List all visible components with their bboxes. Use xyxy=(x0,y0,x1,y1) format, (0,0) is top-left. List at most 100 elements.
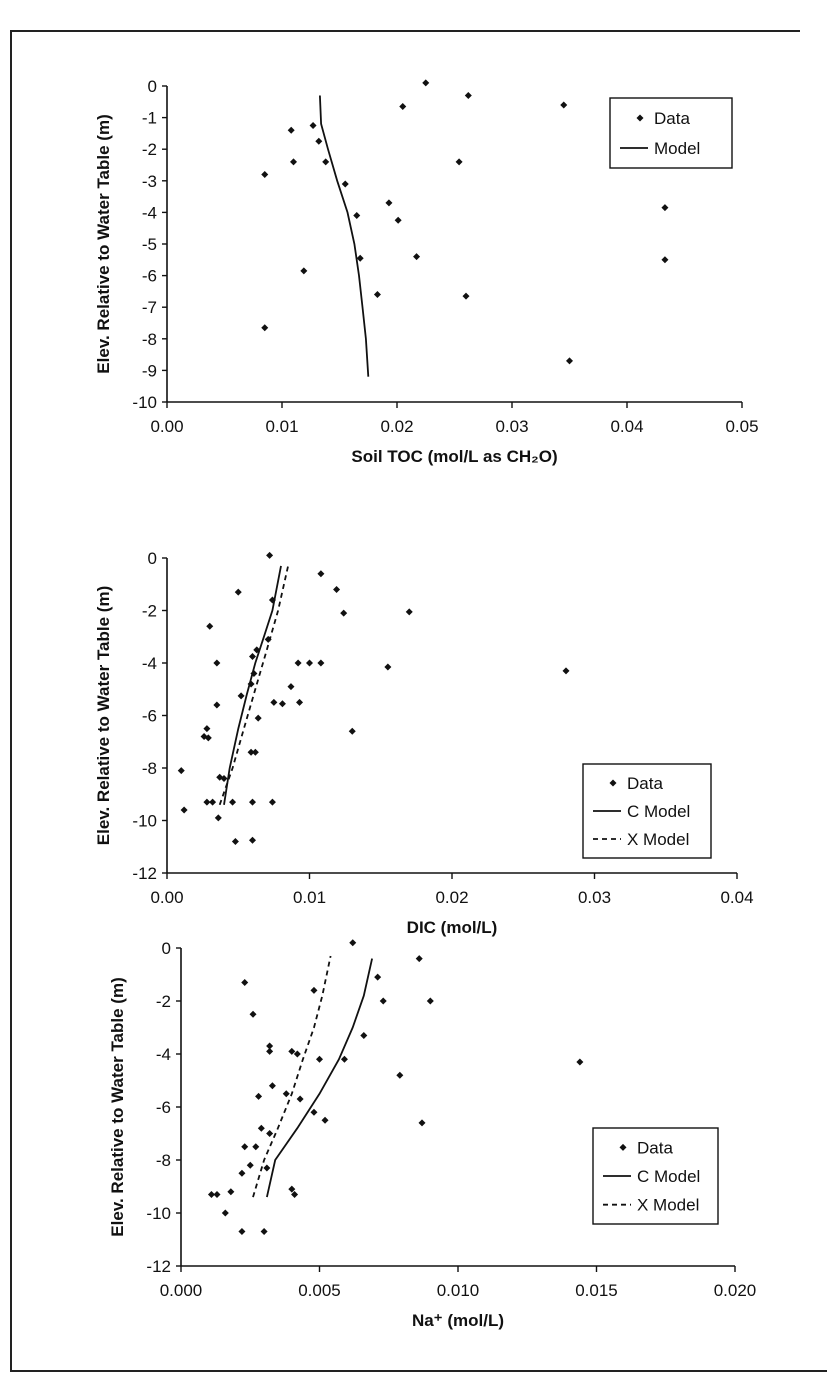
data-point xyxy=(340,1055,348,1063)
data-point xyxy=(206,622,214,630)
data-point xyxy=(464,91,472,99)
data-point xyxy=(270,698,278,706)
data-point xyxy=(290,158,297,166)
y-tick-label: 0 xyxy=(148,549,157,568)
data-point xyxy=(209,798,217,806)
y-axis-label: Elev. Relative to Water Table (m) xyxy=(94,114,113,373)
data-point xyxy=(254,714,262,722)
data-point xyxy=(204,734,212,742)
data-point xyxy=(241,978,249,986)
data-point xyxy=(296,698,304,706)
y-axis-label: Elev. Relative to Water Table (m) xyxy=(94,586,113,845)
data-point xyxy=(238,1228,246,1236)
data-point xyxy=(203,798,211,806)
y-tick-label: -12 xyxy=(146,1257,171,1276)
data-point xyxy=(661,204,669,212)
data-point xyxy=(287,126,295,134)
data-point xyxy=(356,254,364,262)
x-tick-label: 0.05 xyxy=(725,417,758,436)
data-point xyxy=(373,291,381,299)
data-point xyxy=(229,798,237,806)
data-point xyxy=(317,659,325,667)
data-point xyxy=(249,798,256,806)
y-tick-label: -4 xyxy=(142,654,157,673)
y-tick-label: -4 xyxy=(156,1045,171,1064)
legend-label: X Model xyxy=(627,830,689,849)
frame-bottom-border xyxy=(10,1370,827,1372)
data-point xyxy=(300,267,308,275)
data-point xyxy=(317,570,325,578)
legend-label: Data xyxy=(654,109,690,128)
x-model-line xyxy=(252,955,332,1198)
legend-label: Data xyxy=(627,774,663,793)
data-point xyxy=(353,212,361,220)
x-tick-label: 0.04 xyxy=(610,417,643,436)
frame-left-border xyxy=(10,30,12,1370)
x-tick-label: 0.01 xyxy=(265,417,298,436)
data-point xyxy=(385,199,393,207)
data-point xyxy=(249,1010,257,1018)
data-point xyxy=(340,609,348,617)
data-point xyxy=(260,1228,268,1236)
data-point xyxy=(287,683,295,691)
data-point xyxy=(268,798,276,806)
chart-1: 0 -1 -2 -3 -4 -5 -6 -7 -8 -9 -10 0.00 0.01 0.02 0.03 0.… xyxy=(94,77,759,466)
data-point xyxy=(321,1116,329,1124)
legend-marker xyxy=(609,779,617,787)
data-point xyxy=(349,939,357,947)
x-axis-label: Na⁺ (mol/L) xyxy=(412,1311,504,1330)
chart-2: 0 -2 -4 -6 -8 -10 -12 0.00 0.01 0.02 0.03 0.04 DIC (… xyxy=(94,549,754,937)
data-point xyxy=(418,1119,426,1127)
y-tick-label: -10 xyxy=(132,393,157,412)
data-point xyxy=(379,997,387,1005)
x-model-line xyxy=(218,565,289,806)
data-point xyxy=(213,1190,221,1198)
data-point xyxy=(333,586,341,593)
y-tick-label: -10 xyxy=(132,812,157,831)
data-point xyxy=(247,748,255,756)
data-point xyxy=(566,357,573,365)
data-point xyxy=(306,659,313,667)
data-point xyxy=(562,667,570,675)
x-tick-label: 0.005 xyxy=(298,1281,341,1300)
y-tick-label: -8 xyxy=(156,1151,171,1170)
legend-marker xyxy=(619,1143,627,1151)
data-point xyxy=(231,838,239,845)
y-tick-label: -4 xyxy=(142,203,157,222)
data-point xyxy=(266,1047,274,1055)
data-point xyxy=(237,692,245,700)
y-tick-label: 0 xyxy=(148,77,157,96)
model-line xyxy=(319,95,370,377)
data-point xyxy=(266,1042,274,1050)
data-point xyxy=(315,137,323,145)
legend-label: Model xyxy=(654,139,700,158)
y-tick-label: -1 xyxy=(142,109,157,128)
data-point xyxy=(360,1031,368,1039)
y-tick-label: -12 xyxy=(132,864,157,883)
x-tick-label: 0.00 xyxy=(150,417,183,436)
data-point xyxy=(426,997,434,1005)
data-point xyxy=(213,701,221,709)
x-tick-label: 0.04 xyxy=(720,888,753,907)
data-point xyxy=(213,659,221,667)
data-point xyxy=(288,1047,296,1055)
data-point xyxy=(278,700,286,708)
x-axis-label: DIC (mol/L) xyxy=(407,918,498,937)
legend-label: Data xyxy=(637,1138,673,1157)
data-point xyxy=(309,122,317,129)
data-point xyxy=(257,1124,265,1132)
y-tick-label: -6 xyxy=(156,1098,171,1117)
x-tick-label: 0.00 xyxy=(150,888,183,907)
x-tick-label: 0.02 xyxy=(380,417,413,436)
x-tick-label: 0.02 xyxy=(435,888,468,907)
model-line xyxy=(223,565,282,805)
legend-box xyxy=(609,97,733,169)
data-point xyxy=(282,1090,290,1098)
data-point xyxy=(310,986,318,994)
data-point xyxy=(288,1185,296,1193)
data-point xyxy=(266,1130,274,1137)
y-tick-label: -10 xyxy=(146,1204,171,1223)
y-tick-label: -8 xyxy=(142,330,157,349)
